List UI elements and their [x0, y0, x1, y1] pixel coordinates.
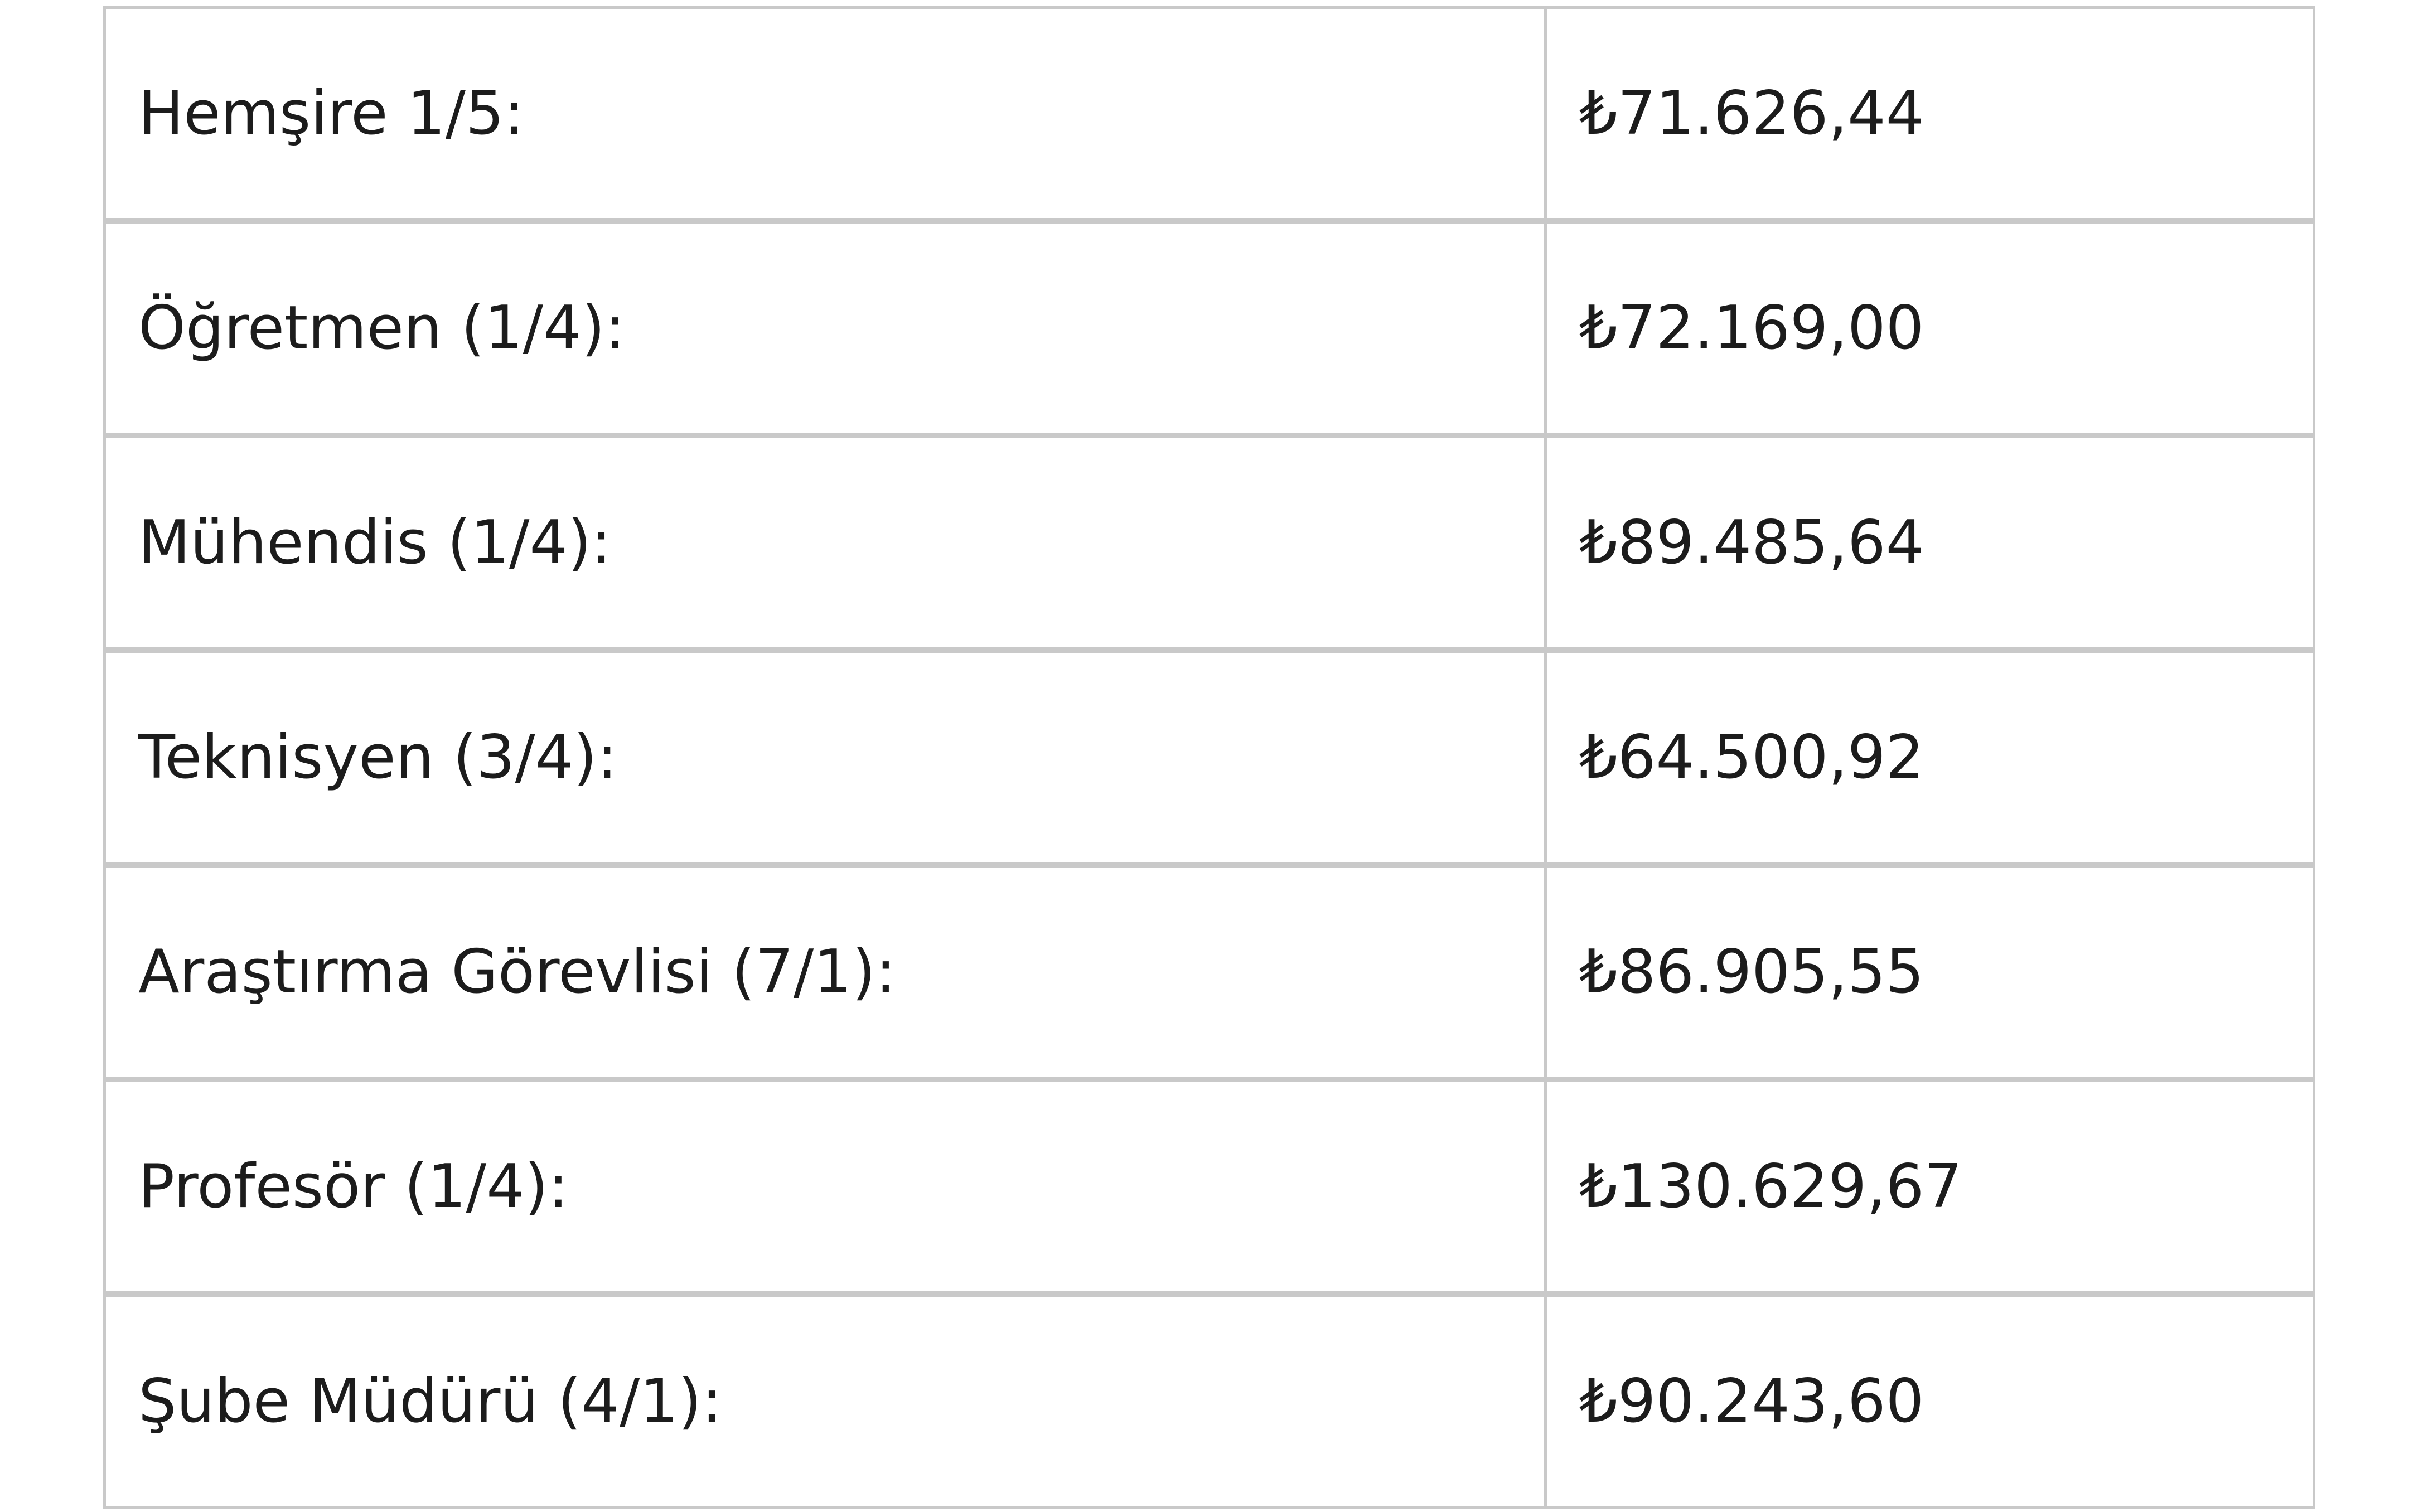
table-row: Araştırma Görevlisi (7/1): ₺86.905,55 [103, 865, 2315, 1079]
table-row: Şube Müdürü (4/1): ₺90.243,60 [103, 1294, 2315, 1509]
table-row: Hemşire 1/5: ₺71.626,44 [103, 6, 2315, 221]
label-cell: Hemşire 1/5: [103, 6, 1547, 221]
value-cell: ₺90.243,60 [1544, 1294, 2315, 1509]
label-cell: Profesör (1/4): [103, 1079, 1547, 1294]
label-cell: Şube Müdürü (4/1): [103, 1294, 1547, 1509]
value-cell: ₺130.629,67 [1544, 1079, 2315, 1294]
value-cell: ₺64.500,92 [1544, 650, 2315, 865]
value-cell: ₺86.905,55 [1544, 865, 2315, 1079]
table-row: Teknisyen (3/4): ₺64.500,92 [103, 650, 2315, 865]
table-row: Profesör (1/4): ₺130.629,67 [103, 1079, 2315, 1294]
value-cell: ₺71.626,44 [1544, 6, 2315, 221]
value-cell: ₺89.485,64 [1544, 435, 2315, 650]
table-row: Mühendis (1/4): ₺89.485,64 [103, 435, 2315, 650]
value-cell: ₺72.169,00 [1544, 221, 2315, 435]
label-cell: Öğretmen (1/4): [103, 221, 1547, 435]
table-row: Öğretmen (1/4): ₺72.169,00 [103, 221, 2315, 435]
label-cell: Mühendis (1/4): [103, 435, 1547, 650]
label-cell: Araştırma Görevlisi (7/1): [103, 865, 1547, 1079]
label-cell: Teknisyen (3/4): [103, 650, 1547, 865]
